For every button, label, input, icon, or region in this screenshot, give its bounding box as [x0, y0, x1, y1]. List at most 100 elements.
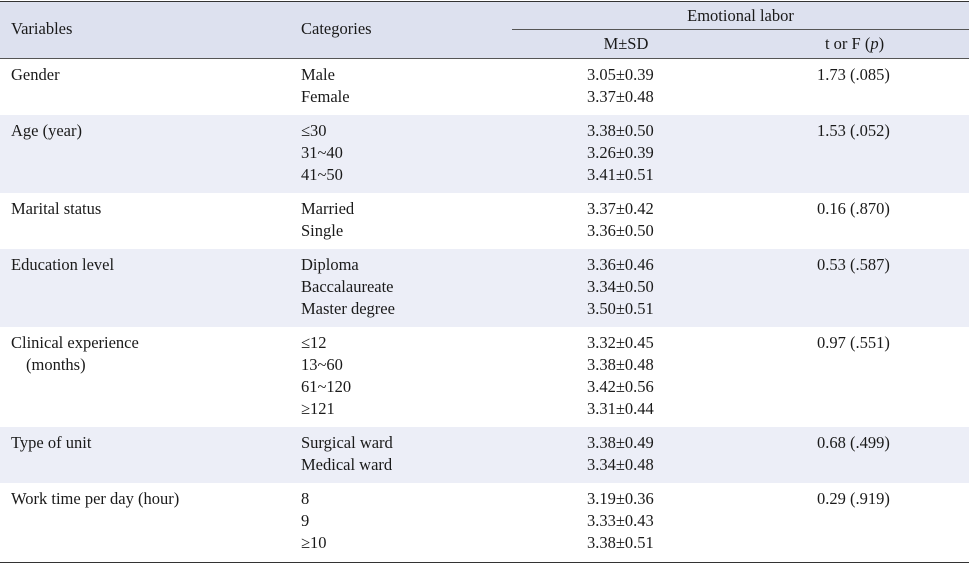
- category-cell-line: Medical ward: [301, 455, 393, 474]
- table-row: Gender Male Female 3.05±0.39 3.37±0.48 1.73 (…: [0, 59, 969, 115]
- variable-cell: Clinical experience (months): [11, 332, 139, 376]
- msd-cell: 3.38±0.50 3.26±0.39 3.41±0.51: [587, 120, 654, 186]
- msd-cell-line: 3.38±0.51: [587, 533, 654, 552]
- table-row: Work time per day (hour) 8 9 ≥10 3.19±0.36 3.…: [0, 483, 969, 561]
- msd-cell: 3.36±0.46 3.34±0.50 3.50±0.51: [587, 254, 654, 320]
- category-cell-line: 9: [301, 511, 310, 530]
- msd-cell: 3.19±0.36 3.33±0.43 3.38±0.51: [587, 488, 654, 554]
- msd-cell-line: 3.50±0.51: [587, 299, 654, 318]
- category-cell: Surgical ward Medical ward: [301, 432, 393, 476]
- header-t-or-f: t or F (p): [740, 33, 969, 55]
- variable-cell-line: Work time per day (hour): [11, 489, 180, 508]
- category-cell-line: ≥121: [301, 399, 335, 418]
- test-statistic-cell: 0.16 (.870): [817, 198, 890, 220]
- category-cell-line: ≤12: [301, 333, 327, 352]
- test-statistic-cell-line: 0.68 (.499): [817, 433, 890, 452]
- msd-cell: 3.05±0.39 3.37±0.48: [587, 64, 654, 108]
- variable-cell: Age (year): [11, 120, 82, 142]
- msd-cell-line: 3.19±0.36: [587, 489, 654, 508]
- category-cell-line: 41~50: [301, 165, 343, 184]
- test-statistic-cell-line: 0.29 (.919): [817, 489, 890, 508]
- variable-cell: Marital status: [11, 198, 101, 220]
- msd-cell: 3.38±0.49 3.34±0.48: [587, 432, 654, 476]
- msd-cell: 3.37±0.42 3.36±0.50: [587, 198, 654, 242]
- table-row: Type of unit Surgical ward Medical ward 3.3…: [0, 427, 969, 483]
- msd-cell-line: 3.36±0.46: [587, 255, 654, 274]
- category-cell: ≤30 31~40 41~50: [301, 120, 343, 186]
- category-cell-line: Single: [301, 221, 344, 240]
- table-row: Marital status Married Single 3.37±0.42 3.36…: [0, 193, 969, 249]
- category-cell-line: Surgical ward: [301, 433, 393, 452]
- variable-cell-line: Type of unit: [11, 433, 92, 452]
- test-statistic-cell-line: 1.53 (.052): [817, 121, 890, 140]
- category-cell: ≤12 13~60 61~120 ≥121: [301, 332, 351, 420]
- header-rule: [0, 58, 969, 59]
- table-header: [0, 2, 969, 58]
- category-cell-line: Female: [301, 87, 350, 106]
- variable-cell-line: (months): [26, 355, 86, 374]
- category-cell-line: Male: [301, 65, 335, 84]
- msd-cell-line: 3.34±0.50: [587, 277, 654, 296]
- test-statistic-cell-line: 1.73 (.085): [817, 65, 890, 84]
- variable-cell-line: Clinical experience: [11, 333, 139, 352]
- category-cell-line: 61~120: [301, 377, 352, 396]
- category-cell: Male Female: [301, 64, 350, 108]
- msd-cell-line: 3.05±0.39: [587, 65, 654, 84]
- msd-cell-line: 3.26±0.39: [587, 143, 654, 162]
- header-msd: M±SD: [603, 34, 649, 53]
- test-statistic-cell-line: 0.97 (.551): [817, 333, 890, 352]
- test-statistic-cell: 0.53 (.587): [817, 254, 890, 276]
- variable-cell-line: Education level: [11, 255, 115, 274]
- variable-cell: Type of unit: [11, 432, 91, 454]
- header-variables: Variables: [11, 19, 73, 38]
- msd-cell-line: 3.41±0.51: [587, 165, 654, 184]
- msd-cell: 3.32±0.45 3.38±0.48 3.42±0.56 3.31±0.44: [587, 332, 654, 420]
- msd-cell-line: 3.42±0.56: [587, 377, 654, 396]
- test-statistic-cell: 0.68 (.499): [817, 432, 890, 454]
- variable-cell: Work time per day (hour): [11, 488, 179, 510]
- variable-cell: Education level: [11, 254, 114, 276]
- test-statistic-cell: 0.97 (.551): [817, 332, 890, 354]
- test-statistic-cell: 1.73 (.085): [817, 64, 890, 86]
- msd-cell-line: 3.34±0.48: [587, 455, 654, 474]
- category-cell-line: Diploma: [301, 255, 359, 274]
- variable-cell-line: Marital status: [11, 199, 102, 218]
- test-statistic-cell: 1.53 (.052): [817, 120, 890, 142]
- table-row: Age (year) ≤30 31~40 41~50 3.38±0.50 3.26±0.3…: [0, 115, 969, 193]
- variable-cell: Gender: [11, 64, 60, 86]
- msd-cell-line: 3.37±0.48: [587, 87, 654, 106]
- header-categories: Categories: [301, 19, 372, 38]
- category-cell-line: Married: [301, 199, 355, 218]
- table-row: Education level Diploma Baccalaureate Maste…: [0, 249, 969, 327]
- variable-cell-line: Age (year): [11, 121, 82, 140]
- header-p: p: [870, 34, 879, 53]
- msd-cell-line: 3.36±0.50: [587, 221, 654, 240]
- variable-cell-line: Gender: [11, 65, 60, 84]
- bottom-rule: [0, 562, 969, 563]
- test-statistic-cell: 0.29 (.919): [817, 488, 890, 510]
- msd-cell-line: 3.38±0.48: [587, 355, 654, 374]
- table-row: Clinical experience (months) ≤12 13~60 61~12…: [0, 327, 969, 427]
- msd-cell-line: 3.31±0.44: [587, 399, 654, 418]
- category-cell-line: ≤30: [301, 121, 327, 140]
- category-cell-line: Baccalaureate: [301, 277, 394, 296]
- category-cell-line: 13~60: [301, 355, 343, 374]
- header-emotional-labor: Emotional labor: [687, 6, 794, 25]
- category-cell-line: ≥10: [301, 533, 327, 552]
- category-cell: Married Single: [301, 198, 354, 242]
- top-rule: [0, 1, 969, 2]
- category-cell-line: 8: [301, 489, 310, 508]
- header-t-or-f-prefix: t or F (: [824, 34, 871, 53]
- msd-cell-line: 3.33±0.43: [587, 511, 654, 530]
- header-t-or-f-suffix: ): [878, 34, 885, 53]
- test-statistic-cell-line: 0.16 (.870): [817, 199, 890, 218]
- msd-cell-line: 3.38±0.50: [587, 121, 654, 140]
- msd-cell-line: 3.32±0.45: [587, 333, 654, 352]
- category-cell: 8 9 ≥10: [301, 488, 327, 554]
- test-statistic-cell-line: 0.53 (.587): [817, 255, 890, 274]
- msd-cell-line: 3.37±0.42: [587, 199, 654, 218]
- category-cell-line: 31~40: [301, 143, 343, 162]
- category-cell: Diploma Baccalaureate Master degree: [301, 254, 395, 320]
- msd-cell-line: 3.38±0.49: [587, 433, 654, 452]
- group-rule: [512, 29, 969, 30]
